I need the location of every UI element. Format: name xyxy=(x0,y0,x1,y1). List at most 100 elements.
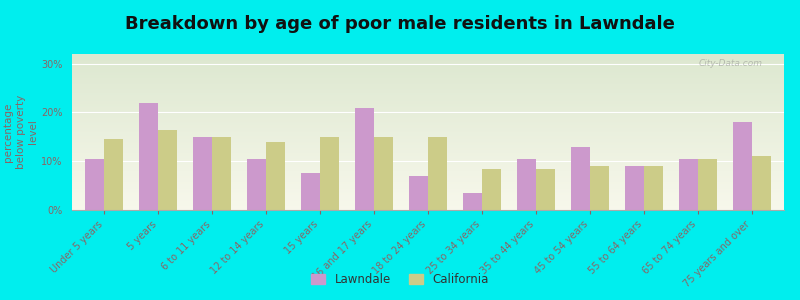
Bar xyxy=(104,139,123,210)
Bar xyxy=(72,155,784,157)
Bar xyxy=(72,188,784,190)
Bar xyxy=(72,85,784,87)
Bar xyxy=(72,190,784,191)
Bar xyxy=(72,77,784,79)
Bar xyxy=(72,99,784,101)
Bar xyxy=(698,159,717,210)
Bar xyxy=(72,204,784,205)
Bar xyxy=(72,169,784,171)
Bar xyxy=(72,109,784,110)
Bar xyxy=(302,173,320,210)
Bar xyxy=(72,70,784,71)
Bar xyxy=(72,194,784,196)
Bar xyxy=(72,113,784,115)
Bar xyxy=(72,118,784,119)
Bar xyxy=(72,104,784,106)
Bar xyxy=(72,130,784,132)
Bar xyxy=(72,160,784,162)
Bar xyxy=(72,180,784,182)
Bar xyxy=(72,57,784,59)
Bar xyxy=(72,106,784,107)
Bar xyxy=(72,172,784,174)
Bar xyxy=(72,134,784,135)
Bar xyxy=(72,179,784,180)
Bar xyxy=(72,65,784,67)
Bar xyxy=(86,159,104,210)
Bar xyxy=(482,169,501,210)
Bar xyxy=(72,208,784,210)
Bar xyxy=(72,87,784,88)
Bar xyxy=(72,74,784,76)
Bar xyxy=(72,207,784,208)
Bar xyxy=(72,115,784,116)
Bar xyxy=(72,140,784,141)
Bar xyxy=(72,59,784,60)
Bar xyxy=(72,154,784,155)
Bar xyxy=(72,185,784,187)
Bar xyxy=(72,196,784,197)
Bar xyxy=(72,76,784,77)
Bar xyxy=(72,177,784,179)
Bar xyxy=(374,137,393,210)
Bar xyxy=(72,166,784,168)
Bar xyxy=(72,124,784,126)
Bar xyxy=(320,137,339,210)
Bar xyxy=(72,176,784,177)
Bar xyxy=(72,62,784,63)
Bar xyxy=(72,98,784,99)
Bar xyxy=(72,102,784,104)
Legend: Lawndale, California: Lawndale, California xyxy=(306,269,494,291)
Bar xyxy=(72,123,784,124)
Y-axis label: percentage
below poverty
level: percentage below poverty level xyxy=(3,95,38,169)
Bar xyxy=(72,137,784,138)
Bar xyxy=(72,112,784,113)
Bar xyxy=(72,197,784,199)
Bar xyxy=(72,92,784,93)
Bar xyxy=(72,132,784,134)
Bar xyxy=(72,146,784,148)
Bar xyxy=(72,182,784,184)
Bar xyxy=(72,90,784,92)
Bar xyxy=(571,147,590,210)
Bar xyxy=(536,169,554,210)
Bar xyxy=(72,129,784,130)
Bar xyxy=(72,145,784,146)
Bar xyxy=(409,176,428,210)
Bar xyxy=(72,80,784,82)
Bar xyxy=(72,68,784,70)
Bar xyxy=(752,156,770,210)
Bar xyxy=(72,107,784,109)
Bar xyxy=(72,199,784,201)
Bar xyxy=(158,130,177,210)
Bar xyxy=(355,108,374,210)
Bar xyxy=(72,116,784,118)
Bar xyxy=(72,143,784,145)
Bar xyxy=(72,60,784,62)
Bar xyxy=(72,148,784,149)
Bar xyxy=(72,201,784,202)
Bar xyxy=(212,137,231,210)
Bar xyxy=(72,162,784,163)
Bar xyxy=(72,151,784,152)
Bar xyxy=(72,205,784,207)
Bar xyxy=(72,157,784,158)
Bar xyxy=(72,174,784,176)
Bar xyxy=(72,191,784,193)
Text: City-Data.com: City-Data.com xyxy=(698,59,762,68)
Bar xyxy=(72,187,784,188)
Bar xyxy=(72,93,784,94)
Bar xyxy=(72,54,784,56)
Bar xyxy=(72,73,784,74)
Bar xyxy=(72,79,784,80)
Bar xyxy=(428,137,447,210)
Bar xyxy=(72,71,784,73)
Bar xyxy=(517,159,536,210)
Bar xyxy=(72,135,784,137)
Bar xyxy=(644,166,662,210)
Bar xyxy=(247,159,266,210)
Bar xyxy=(72,88,784,90)
Bar xyxy=(72,119,784,121)
Bar xyxy=(72,193,784,194)
Bar xyxy=(625,166,644,210)
Bar xyxy=(590,166,609,210)
